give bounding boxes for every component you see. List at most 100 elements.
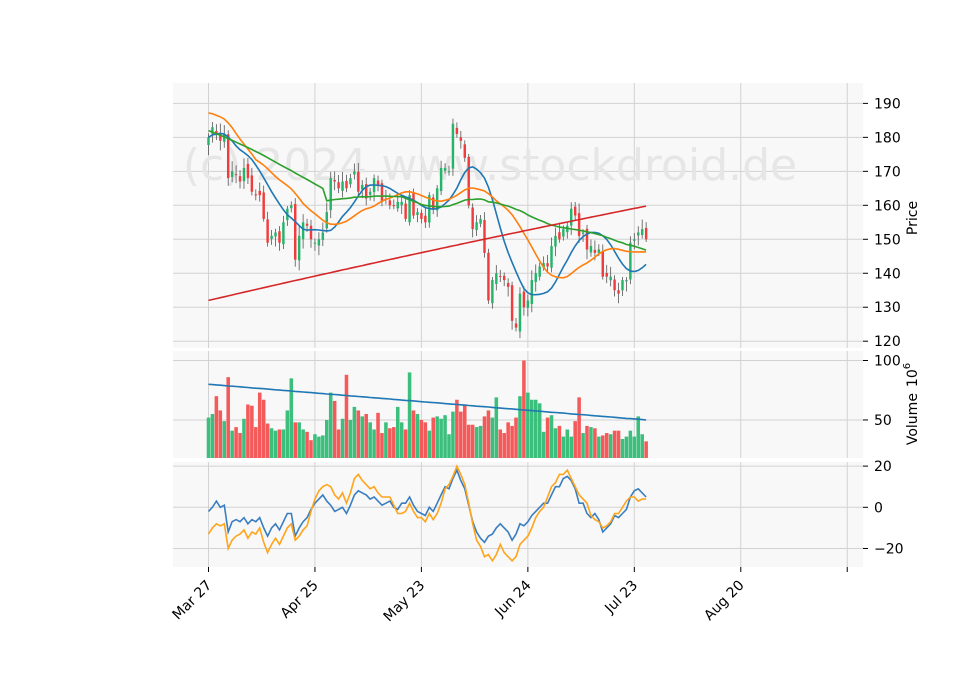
volume-bar xyxy=(636,416,641,458)
candle-body xyxy=(629,242,632,280)
volume-bar xyxy=(254,427,258,458)
volume-bar xyxy=(277,429,282,458)
candle-body xyxy=(530,280,534,304)
volume-bar xyxy=(443,415,447,458)
volume-bar xyxy=(372,429,376,458)
volume-bar xyxy=(597,436,601,458)
volume-bar xyxy=(593,428,597,458)
volume-bar xyxy=(612,430,617,458)
candle-body xyxy=(262,192,265,219)
candle-body xyxy=(305,223,309,226)
candle-body xyxy=(400,201,403,206)
volume-bar xyxy=(427,430,432,458)
candle-body xyxy=(577,213,581,236)
volume-bar xyxy=(431,417,436,458)
volume-panel: 50 100 Volume 106 xyxy=(173,351,921,458)
watermark: (c) 2024 www.stockdroid.de xyxy=(183,140,797,191)
candle-body xyxy=(491,280,494,304)
candle-body xyxy=(329,178,332,211)
ma200-line xyxy=(208,205,647,302)
candle-body xyxy=(443,167,447,171)
candle-body xyxy=(597,249,601,253)
candle-body xyxy=(258,190,261,196)
volume-bar xyxy=(344,374,349,458)
volume-bar xyxy=(423,422,428,458)
volume-bar xyxy=(407,372,412,458)
candle-body xyxy=(459,137,463,141)
candle-body xyxy=(439,167,443,192)
candle-body xyxy=(388,200,392,206)
volume-bar xyxy=(336,429,341,458)
candle-body xyxy=(226,134,230,179)
ma10-line xyxy=(208,132,647,296)
volume-bar xyxy=(549,415,554,458)
candle-body xyxy=(250,175,254,192)
candle-body xyxy=(593,249,597,253)
volume-bar xyxy=(360,416,365,458)
volume-bar xyxy=(214,396,219,458)
volume-bar xyxy=(451,411,455,458)
volume-bar xyxy=(419,419,424,458)
volume-bar xyxy=(380,433,384,458)
price-ytick-label: 130 xyxy=(874,300,901,316)
price-ytick-label: 180 xyxy=(874,130,901,146)
candle-body xyxy=(313,242,317,244)
volume-bar xyxy=(459,411,463,458)
candle-body xyxy=(499,275,502,277)
candle-body xyxy=(380,183,384,202)
volume-bar xyxy=(388,428,392,458)
candle-body xyxy=(617,290,620,294)
candle-body xyxy=(309,225,313,240)
volume-bar xyxy=(364,414,368,458)
volume-bar xyxy=(222,421,227,458)
oscillator-ytick-label: −20 xyxy=(874,541,904,557)
candle-body xyxy=(361,184,364,190)
candle-body xyxy=(416,212,419,216)
candle-body xyxy=(573,206,577,216)
volume-bar xyxy=(289,378,294,458)
volume-bar xyxy=(261,399,266,458)
volume-bar xyxy=(301,429,305,458)
volume-bar xyxy=(305,431,309,458)
volume-bar xyxy=(297,422,301,458)
candle-body xyxy=(526,300,530,308)
volume-bar xyxy=(514,417,518,458)
candle-body xyxy=(290,205,293,209)
candle-body xyxy=(451,123,455,169)
candle-body xyxy=(278,231,281,243)
candle-body xyxy=(301,222,305,239)
candle-body xyxy=(357,171,360,192)
volume-bar xyxy=(328,392,333,458)
volume-bar xyxy=(348,419,353,458)
candle-body xyxy=(254,194,258,196)
candle-body xyxy=(266,219,269,243)
price-ytick-label: 120 xyxy=(874,334,901,350)
candle-body xyxy=(364,184,368,199)
x-tick-label: Jul 23 xyxy=(601,578,641,618)
volume-ytick-label: 100 xyxy=(874,354,901,370)
volume-bar xyxy=(545,417,550,458)
candle-body xyxy=(404,203,407,219)
volume-label-exponent: 6 xyxy=(902,363,913,369)
volume-y-axis: 50 100 xyxy=(863,354,901,429)
candle-body xyxy=(353,171,356,175)
price-axis-label: Price xyxy=(905,201,921,235)
candle-body xyxy=(432,197,435,209)
candle-body xyxy=(609,276,612,281)
candle-body xyxy=(282,222,285,245)
volume-bar xyxy=(541,431,546,458)
volume-bar xyxy=(585,425,589,458)
candle-body xyxy=(625,280,628,282)
candle-body xyxy=(475,222,478,231)
oscillator-ytick-label: 20 xyxy=(874,459,892,475)
candle-body xyxy=(420,212,423,219)
candle-body xyxy=(274,232,277,237)
volume-bar xyxy=(494,397,499,458)
volume-bar xyxy=(447,434,451,458)
candle-body xyxy=(640,229,644,235)
candle-body xyxy=(570,208,573,226)
candle-body xyxy=(495,273,498,285)
volume-axis-label: Volume 106 xyxy=(902,363,921,445)
volume-bar xyxy=(281,429,286,458)
